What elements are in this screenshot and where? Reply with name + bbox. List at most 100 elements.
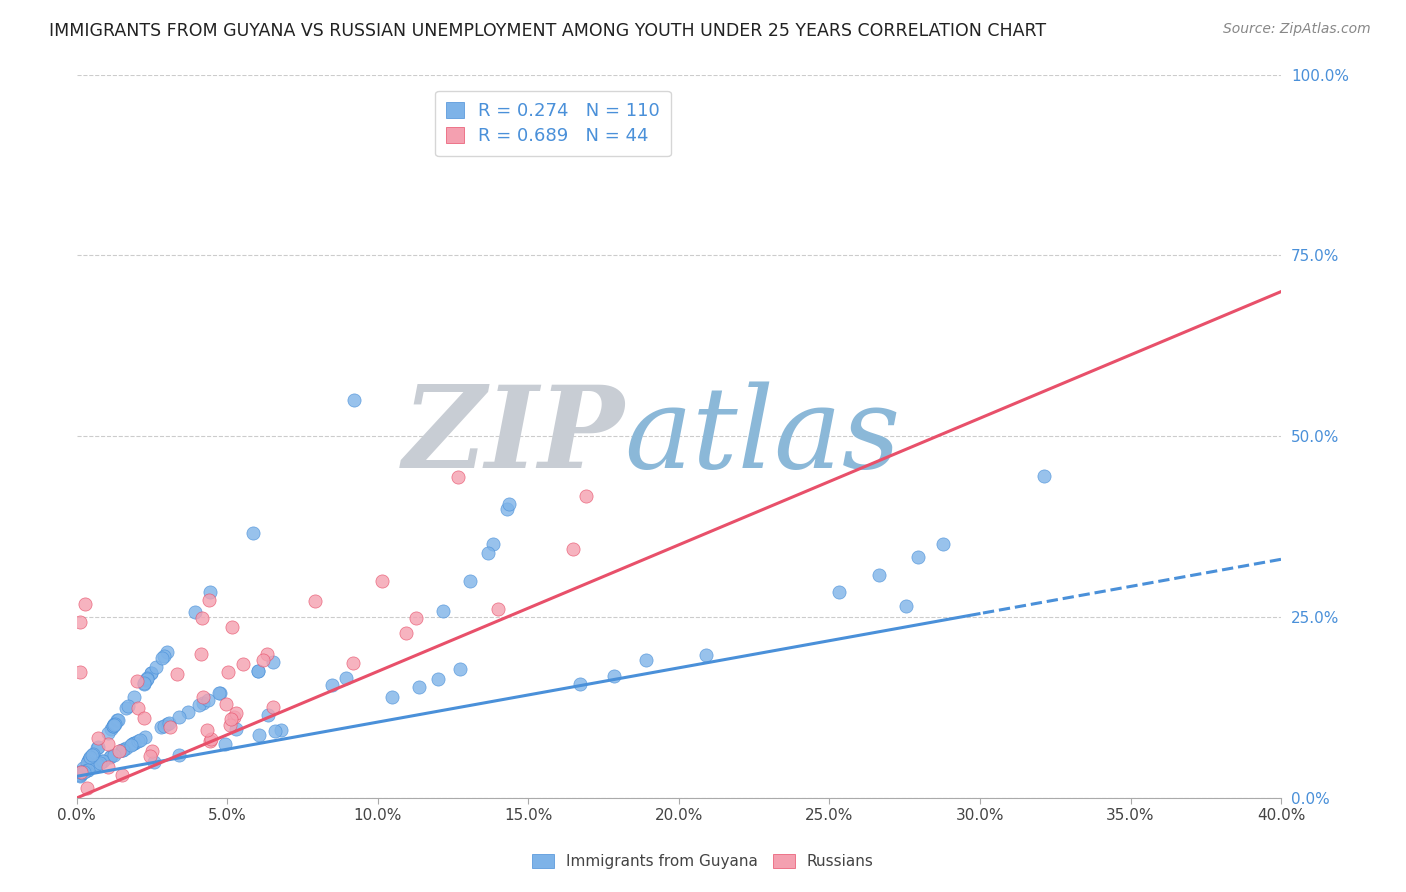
Point [87,731,110,745]
Point [193,696,215,710]
Point [335,671,357,685]
Point [184,605,207,619]
Point [101,719,124,733]
Point [134,730,156,744]
Point [270,723,292,737]
Point [107,713,129,727]
Point [75,764,97,779]
Point [70,765,93,780]
Point [124,736,146,750]
Point [197,693,219,707]
Text: ZIP: ZIP [402,381,624,491]
Point [100,749,122,764]
Point [488,602,510,616]
Point [97,726,120,740]
Point [166,667,188,681]
Point [395,625,418,640]
Point [221,620,243,634]
Point [150,720,173,734]
Point [125,674,148,689]
Point [77,752,100,766]
Point [86,740,108,755]
Point [342,656,364,670]
Point [262,656,284,670]
Legend: Immigrants from Guyana, Russians: Immigrants from Guyana, Russians [526,848,880,875]
Point [498,497,520,511]
Point [187,698,209,713]
Point [150,651,173,665]
Point [69,765,91,780]
Point [75,598,97,612]
Legend: R = 0.274   N = 110, R = 0.689   N = 44: R = 0.274 N = 110, R = 0.689 N = 44 [434,91,671,156]
Point [76,756,98,770]
Point [371,574,394,588]
Point [191,690,214,704]
Point [69,768,91,782]
Point [84,758,107,772]
Point [246,665,269,679]
Point [103,718,125,732]
Point [195,723,218,737]
Point [103,717,125,731]
Point [215,697,238,711]
Point [167,710,190,724]
Point [91,755,114,769]
Point [155,717,177,731]
Point [117,698,139,713]
Point [405,611,427,625]
Point [76,764,98,778]
Point [122,736,145,750]
Point [217,665,239,680]
Point [103,717,125,731]
Point [80,748,103,763]
Point [103,719,125,733]
Point [321,678,343,692]
Point [460,574,482,588]
Point [247,728,270,742]
Point [135,673,157,687]
Point [224,710,246,724]
Point [145,659,167,673]
Point [114,740,136,755]
Point [69,665,91,679]
Point [141,744,163,758]
Point [136,672,159,686]
Point [73,765,96,780]
Point [695,648,717,663]
Text: Source: ZipAtlas.com: Source: ZipAtlas.com [1223,22,1371,37]
Point [408,680,430,694]
Point [82,747,104,761]
Point [262,700,284,714]
Point [97,737,120,751]
Point [482,537,505,551]
Point [432,604,454,618]
Point [242,525,264,540]
Point [121,737,143,751]
Point [225,722,247,736]
Point [108,744,131,758]
Point [209,686,232,700]
Point [256,647,278,661]
Point [257,708,280,723]
Point [76,754,98,768]
Point [87,739,110,754]
Point [127,701,149,715]
Point [69,615,91,629]
Point [208,686,231,700]
Point [70,766,93,780]
Point [214,737,236,751]
Point [122,690,145,704]
Point [79,751,101,765]
Point [828,584,851,599]
Point [894,599,917,613]
Point [219,712,242,726]
Point [159,720,181,734]
Point [198,734,221,748]
Point [86,757,108,772]
Point [153,719,176,733]
Point [304,594,326,608]
Point [1033,468,1056,483]
Point [447,470,470,484]
Point [138,748,160,763]
Point [177,705,200,719]
